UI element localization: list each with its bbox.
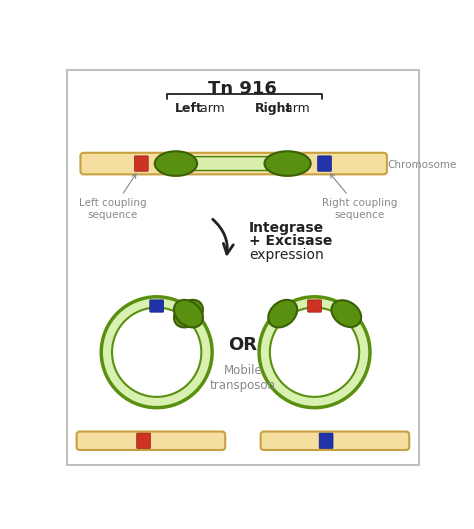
Text: Tn 916: Tn 916 — [209, 80, 277, 98]
Circle shape — [101, 297, 212, 408]
Ellipse shape — [268, 300, 297, 327]
Circle shape — [270, 307, 359, 397]
FancyBboxPatch shape — [261, 432, 409, 450]
FancyBboxPatch shape — [318, 156, 331, 171]
Ellipse shape — [174, 300, 203, 327]
FancyBboxPatch shape — [77, 432, 225, 450]
Text: Right: Right — [255, 102, 292, 115]
Text: arm: arm — [196, 102, 225, 115]
FancyBboxPatch shape — [66, 70, 419, 464]
Ellipse shape — [155, 151, 197, 176]
Text: OR: OR — [228, 335, 257, 353]
Text: Left coupling
sequence: Left coupling sequence — [79, 174, 146, 220]
FancyBboxPatch shape — [81, 153, 387, 175]
FancyBboxPatch shape — [150, 300, 164, 312]
FancyBboxPatch shape — [319, 433, 333, 449]
Text: + Excisase: + Excisase — [249, 234, 332, 249]
Text: expression: expression — [249, 248, 324, 261]
Text: Chromosome: Chromosome — [388, 160, 457, 170]
Text: Left: Left — [174, 102, 202, 115]
Text: Integrase: Integrase — [249, 221, 324, 235]
Circle shape — [259, 297, 370, 408]
FancyBboxPatch shape — [134, 156, 148, 171]
FancyBboxPatch shape — [308, 300, 321, 312]
Ellipse shape — [174, 300, 203, 327]
Circle shape — [112, 307, 201, 397]
Text: Mobile
transposon: Mobile transposon — [210, 364, 276, 392]
Text: arm: arm — [282, 102, 310, 115]
FancyBboxPatch shape — [137, 433, 151, 449]
Text: Right coupling
sequence: Right coupling sequence — [321, 174, 397, 220]
FancyBboxPatch shape — [167, 157, 300, 170]
Ellipse shape — [331, 300, 361, 327]
Ellipse shape — [264, 151, 310, 176]
